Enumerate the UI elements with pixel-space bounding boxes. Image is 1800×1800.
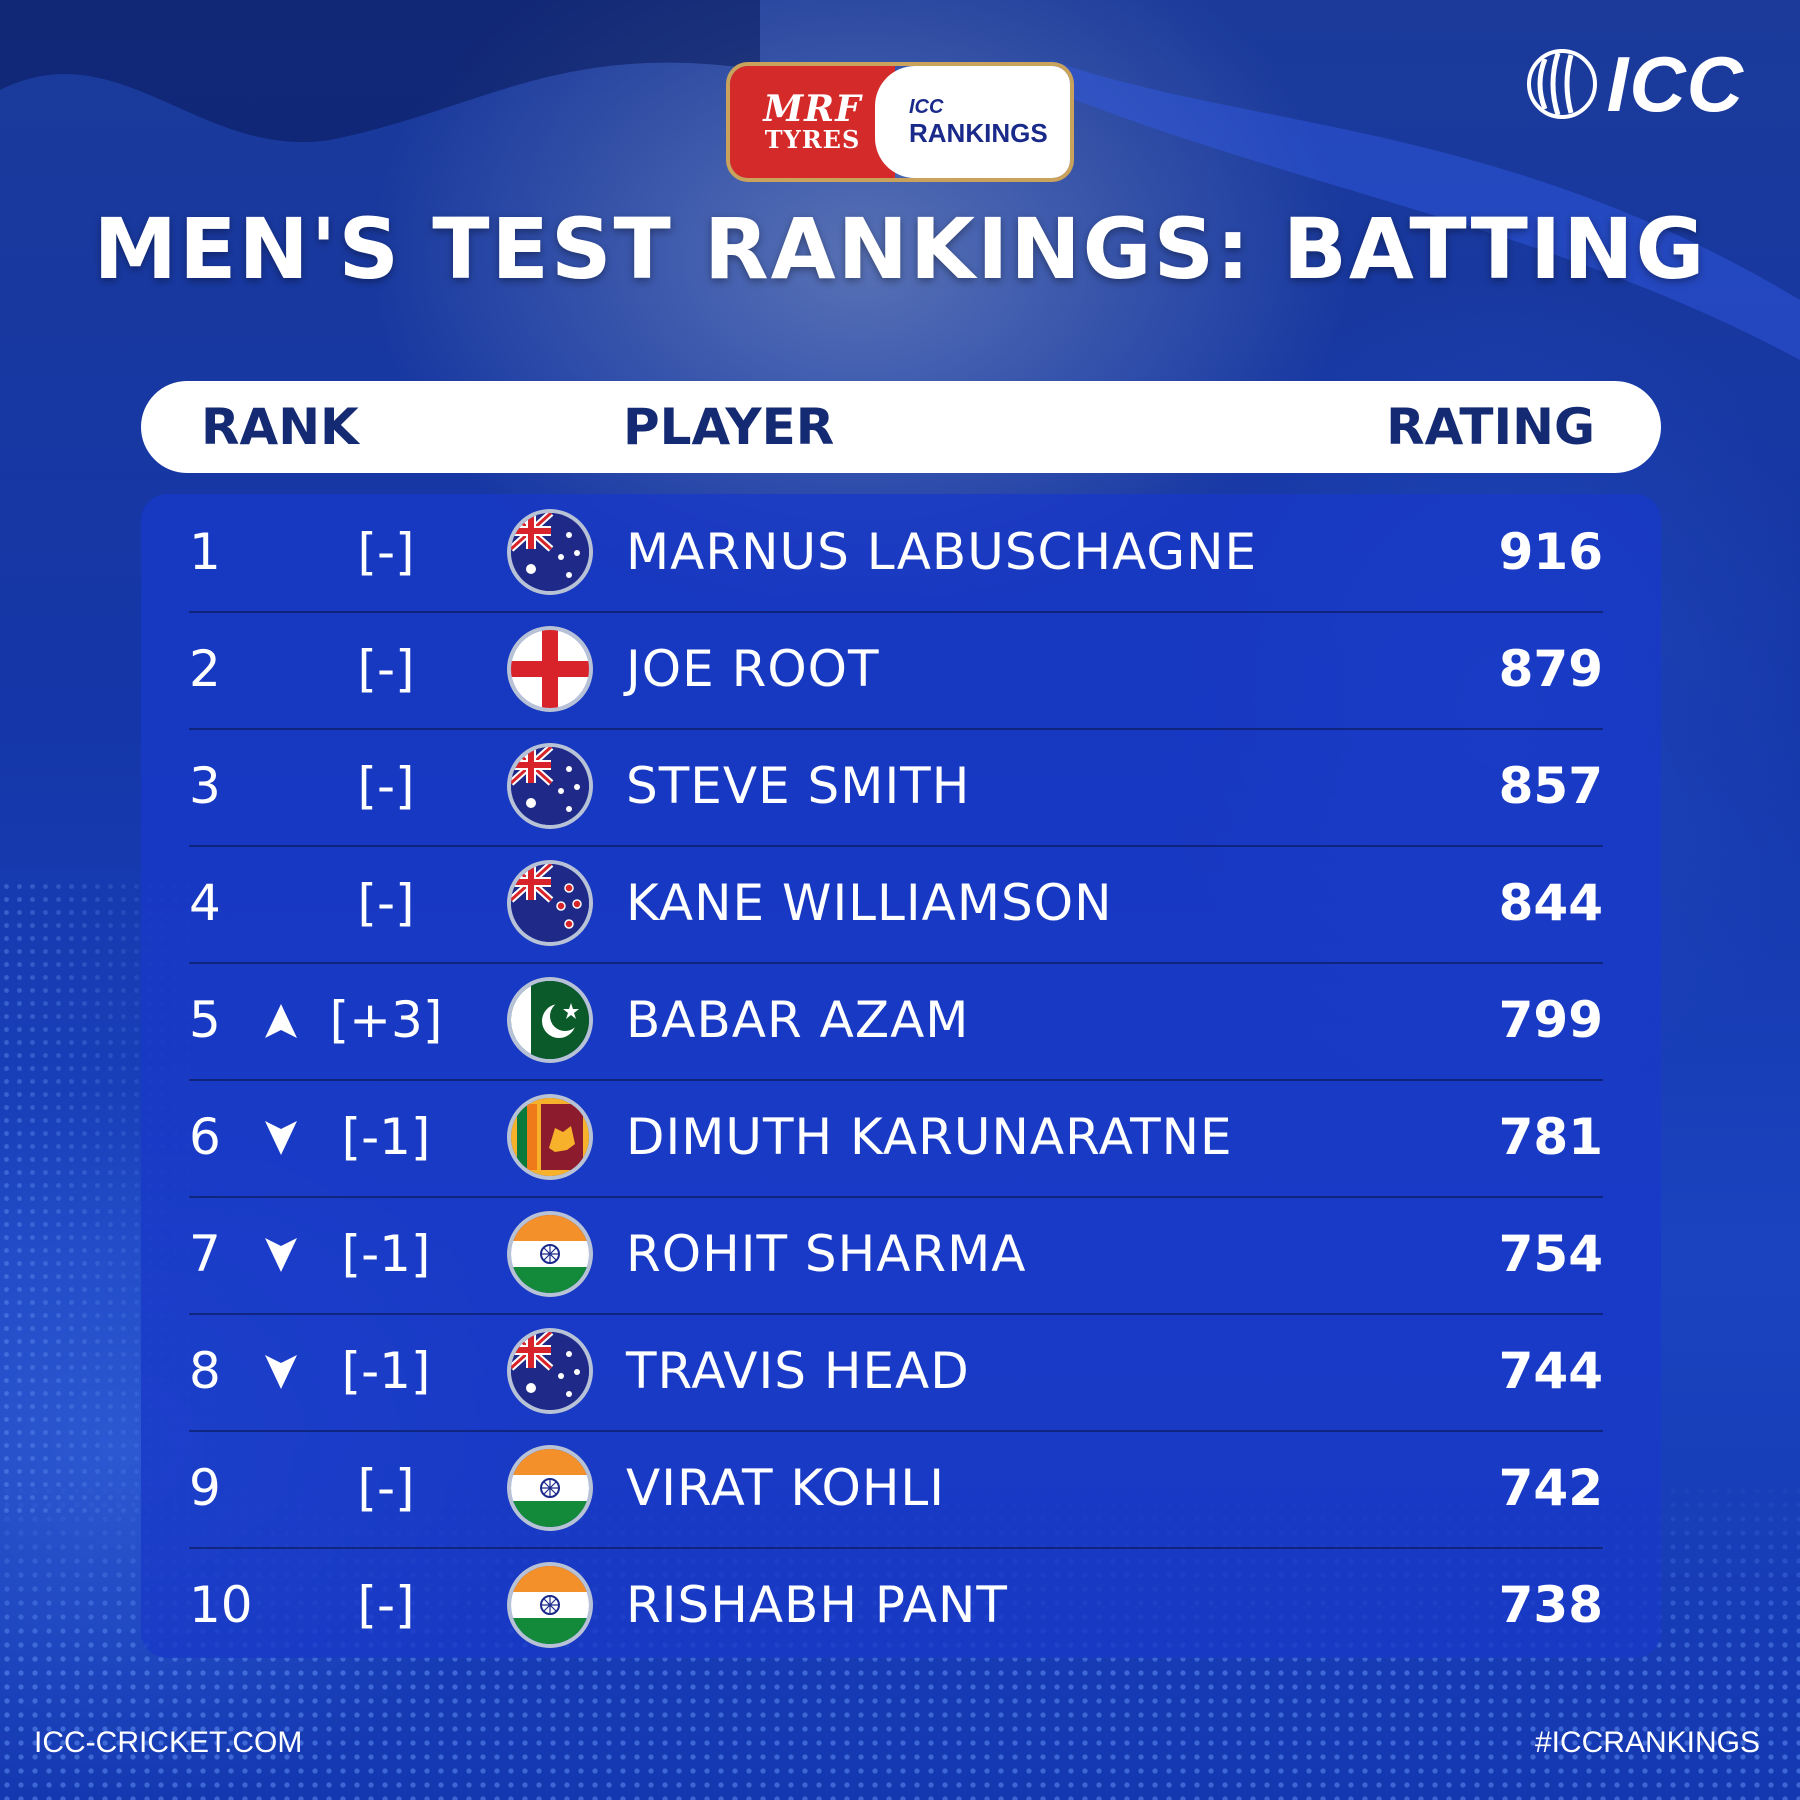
player-name: TRAVIS HEAD bbox=[626, 1342, 970, 1400]
tyres-text: TYRES bbox=[764, 125, 861, 154]
rank-number: 8 bbox=[189, 1342, 221, 1400]
player-rating: 799 bbox=[1498, 991, 1603, 1049]
player-rating: 742 bbox=[1498, 1459, 1603, 1517]
rankings-text: RANKINGS bbox=[909, 118, 1048, 148]
rank-change: [-] bbox=[357, 523, 415, 581]
table-row: 6 [-1] DIMUTH KARUNARATNE 781 bbox=[189, 1079, 1603, 1198]
rank-change: [-] bbox=[357, 1459, 415, 1517]
player-rating: 879 bbox=[1498, 640, 1603, 698]
australia-flag-icon bbox=[511, 747, 589, 825]
arrow-up-icon bbox=[263, 1002, 299, 1040]
rank-number: 7 bbox=[189, 1225, 221, 1283]
icc-rankings-logo: ICC RANKINGS bbox=[875, 66, 1070, 178]
rank-change: [+3] bbox=[329, 991, 443, 1049]
icc-ball-icon bbox=[1526, 49, 1597, 119]
player-rating: 916 bbox=[1498, 523, 1603, 581]
icc-logo: ICC bbox=[1525, 44, 1744, 124]
arrow-down-icon bbox=[263, 1353, 299, 1391]
table-header: RANK PLAYER RATING bbox=[141, 381, 1661, 473]
player-name: MARNUS LABUSCHAGNE bbox=[626, 523, 1258, 581]
table-row: 9 [-] VIRAT KOHLI 742 bbox=[189, 1430, 1603, 1549]
hashtag-label: #ICCRANKINGS bbox=[1534, 1726, 1760, 1759]
rank-change: [-] bbox=[357, 640, 415, 698]
pakistan-flag-icon bbox=[511, 981, 589, 1059]
australia-flag-icon bbox=[511, 1332, 589, 1410]
arrow-down-icon bbox=[263, 1119, 299, 1157]
player-name: ROHIT SHARMA bbox=[626, 1225, 1027, 1283]
player-rating: 844 bbox=[1498, 874, 1603, 932]
rank-number: 9 bbox=[189, 1459, 221, 1517]
player-name: JOE ROOT bbox=[626, 640, 880, 698]
rank-number: 2 bbox=[189, 640, 221, 698]
australia-flag-icon bbox=[511, 513, 589, 591]
player-name: VIRAT KOHLI bbox=[626, 1459, 946, 1517]
player-name: BABAR AZAM bbox=[626, 991, 970, 1049]
rank-number: 1 bbox=[189, 523, 221, 581]
background-swoosh bbox=[0, 0, 1800, 360]
player-rating: 744 bbox=[1498, 1342, 1603, 1400]
table-row: 4 [-] KANE WILLIAMSON 844 bbox=[189, 845, 1603, 964]
header-player: PLAYER bbox=[623, 398, 835, 456]
website-label: ICC-CRICKET.COM bbox=[34, 1726, 303, 1759]
rank-number: 10 bbox=[189, 1576, 253, 1634]
mrf-text: MRF bbox=[763, 88, 862, 130]
player-name: KANE WILLIAMSON bbox=[626, 874, 1113, 932]
india-flag-icon bbox=[511, 1566, 589, 1644]
table-row: 1 [-] MARNUS LABUSCHAGNE 916 bbox=[189, 494, 1603, 613]
icc-logo-text: ICC bbox=[1606, 40, 1744, 128]
india-flag-icon bbox=[511, 1215, 589, 1293]
rank-number: 4 bbox=[189, 874, 221, 932]
header-rating: RATING bbox=[1386, 398, 1595, 456]
rank-change: [-1] bbox=[341, 1108, 431, 1166]
rankings-table: 1 [-] MARNUS LABUSCHAGNE 916 2 [-] JOE ROOT 879… bbox=[141, 494, 1661, 1658]
table-row: 5 [+3] BABAR AZAM 799 bbox=[189, 962, 1603, 1081]
player-rating: 857 bbox=[1498, 757, 1603, 815]
india-flag-icon bbox=[511, 1449, 589, 1527]
rank-number: 5 bbox=[189, 991, 221, 1049]
table-row: 10 [-] RISHABH PANT 738 bbox=[189, 1547, 1603, 1664]
table-row: 3 [-] STEVE SMITH 857 bbox=[189, 728, 1603, 847]
england-flag-icon bbox=[511, 630, 589, 708]
rank-change: [-] bbox=[357, 1576, 415, 1634]
player-name: STEVE SMITH bbox=[626, 757, 971, 815]
rank-change: [-1] bbox=[341, 1342, 431, 1400]
rank-number: 3 bbox=[189, 757, 221, 815]
rank-change: [-] bbox=[357, 874, 415, 932]
sponsor-badge: MRF TYRES ICC RANKINGS bbox=[730, 66, 1070, 178]
page-title: MEN'S TEST RANKINGS: BATTING bbox=[93, 200, 1707, 298]
table-row: 8 [-1] TRAVIS HEAD 744 bbox=[189, 1313, 1603, 1432]
rank-number: 6 bbox=[189, 1108, 221, 1166]
rank-change: [-] bbox=[357, 757, 415, 815]
player-rating: 738 bbox=[1498, 1576, 1603, 1634]
table-row: 2 [-] JOE ROOT 879 bbox=[189, 611, 1603, 730]
new-zealand-flag-icon bbox=[511, 864, 589, 942]
player-rating: 754 bbox=[1498, 1225, 1603, 1283]
rank-change: [-1] bbox=[341, 1225, 431, 1283]
rankings-icc-text: ICC bbox=[909, 96, 944, 118]
player-name: DIMUTH KARUNARATNE bbox=[626, 1108, 1233, 1166]
player-rating: 781 bbox=[1498, 1108, 1603, 1166]
arrow-down-icon bbox=[263, 1236, 299, 1274]
table-row: 7 [-1] ROHIT SHARMA 754 bbox=[189, 1196, 1603, 1315]
player-name: RISHABH PANT bbox=[626, 1576, 1008, 1634]
sri-lanka-flag-icon bbox=[511, 1098, 589, 1176]
mrf-tyres-logo: MRF TYRES bbox=[730, 66, 895, 178]
header-rank: RANK bbox=[201, 398, 359, 456]
